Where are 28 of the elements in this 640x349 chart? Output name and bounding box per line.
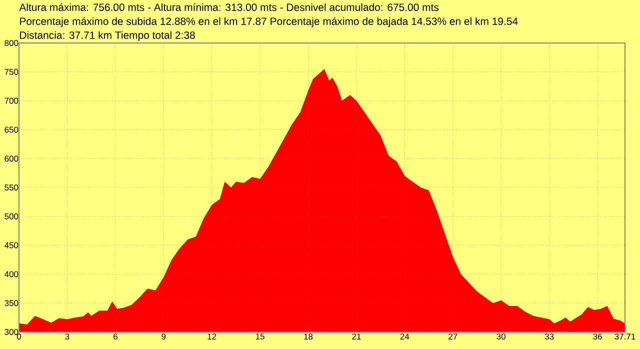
x-tick-label: 37.71 bbox=[614, 334, 636, 340]
x-tick-label: 30 bbox=[496, 334, 506, 340]
y-tick-label: 550 bbox=[4, 184, 18, 190]
x-tick-label: 21 bbox=[352, 334, 361, 340]
x-tick-label: 9 bbox=[162, 334, 166, 340]
y-tick-label: 800 bbox=[4, 40, 18, 46]
y-tick-label: 450 bbox=[4, 242, 18, 248]
x-tick-label: 18 bbox=[304, 334, 313, 340]
x-tick-label: 36 bbox=[593, 334, 602, 340]
x-tick-label: 6 bbox=[114, 334, 118, 340]
y-tick-label: 500 bbox=[4, 213, 18, 220]
x-tick-label: 12 bbox=[208, 334, 216, 340]
y-tick-label: 700 bbox=[4, 98, 18, 104]
x-tick-label: 33 bbox=[544, 334, 554, 340]
x-tick-label: 0 bbox=[16, 334, 22, 340]
text: Distancia: 37.71 km Tiempo total 2:38 bbox=[20, 31, 195, 41]
chart-subtitle: Porcentaje máximo de subida 12.88% en el km 17.87 Porcentaje máximo de bajada 14.53% en el km 19.54 bbox=[20, 17, 518, 28]
y-tick-label: 600 bbox=[4, 156, 18, 162]
y-tick-label: 400 bbox=[4, 271, 18, 278]
chart-title: Altura máxima: 756.00 mts - Altura mínima: 313.00 mts - Desnivel acumulado: 675.00 mts bbox=[19, 3, 439, 12]
x-tick-label: 3 bbox=[65, 334, 70, 340]
x-tick-label: 24 bbox=[400, 334, 410, 340]
y-tick-label: 650 bbox=[4, 126, 18, 133]
x-tick-label: 15 bbox=[256, 334, 264, 340]
y-tick-label: 350 bbox=[4, 300, 18, 306]
y-tick-label: 750 bbox=[4, 68, 18, 75]
x-tick-label: 27 bbox=[448, 334, 458, 340]
y-tick-label: 300 bbox=[4, 329, 18, 335]
